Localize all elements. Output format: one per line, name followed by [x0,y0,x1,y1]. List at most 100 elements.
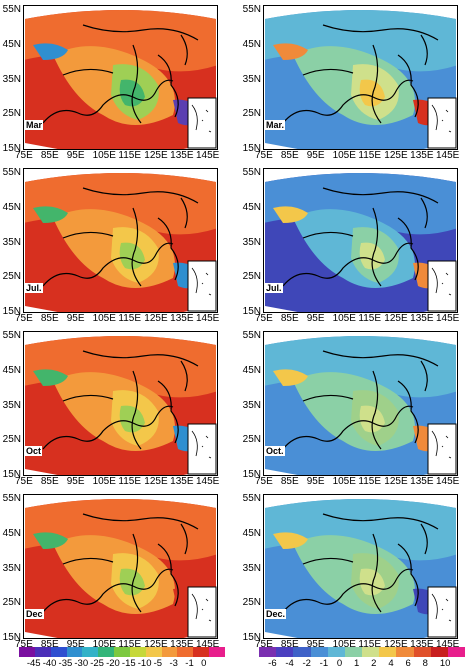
coastline [180,197,188,229]
x-tick-label: 85E [40,313,59,324]
y-tick-label: 45N [2,364,21,376]
coastline [157,380,179,444]
coastline [420,34,428,66]
colorbar-swatch [447,647,466,657]
coastline [397,217,419,281]
y-tick-label: 35N [242,562,261,574]
coastline [131,207,142,287]
y-tick-label: 35N [2,562,21,574]
coastline [371,370,382,450]
x-tick-label: 95E [66,313,85,324]
colorbar-tick-label: 0 [336,658,343,669]
y-tick-label: 35N [242,399,261,411]
x-tick-label: 145E [196,150,220,161]
x-tick-label: 85E [280,150,299,161]
map-plot [23,5,218,150]
coastline [157,217,179,281]
contour-region [265,336,456,398]
x-tick-label: 135E [170,476,194,487]
x-tick-label: 125E [384,313,408,324]
colorbar-tick-label: -5 [153,658,163,669]
coastline [42,79,174,124]
inset-islands [431,593,452,622]
x-tick-label: 95E [66,476,85,487]
y-tick-label: 35N [242,73,261,85]
x-tick-label: 95E [306,639,325,650]
colorbar [259,647,466,657]
colorbar-tick-label: -6 [268,658,277,669]
y-tick-label: 25N [242,434,261,446]
colorbar-tick-label: 0 [201,658,207,669]
coastline [42,568,174,613]
x-tick-label: 105E [92,313,116,324]
colorbar-tick-label: 6 [405,658,411,669]
coastline [157,54,179,118]
map-panel: Oct. [263,331,458,476]
colorbar-tick-label: -2 [302,658,311,669]
x-tick-label: 115E [358,639,382,650]
colorbar-swatch [161,647,178,657]
map-plot [263,494,458,639]
y-tick-label: 55N [2,167,21,178]
y-tick-label: 15N [242,143,261,154]
map-plot [263,168,458,313]
colorbar-swatch [327,647,346,657]
colorbar-tick-label: -35 [58,658,73,669]
y-tick-label: 45N [242,364,261,376]
month-label: Dec. [265,609,287,619]
x-tick-label: 105E [332,476,356,487]
contour-region [33,369,68,386]
coastline [302,68,354,76]
x-tick-label: 145E [436,150,460,161]
x-tick-label: 145E [436,476,460,487]
x-tick-label: 125E [144,476,168,487]
y-tick-label: 15N [242,632,261,643]
y-tick-label: 35N [2,73,21,85]
coastline [157,543,179,607]
colorbar-tick-label: -25 [90,658,104,669]
month-label: Mar. [265,120,286,130]
y-tick-label: 45N [2,527,21,539]
contour-region [25,499,216,561]
x-tick-label: 135E [170,150,194,161]
x-tick-label: 135E [170,639,194,650]
contour-region [265,499,456,561]
y-tick-label: 55N [242,493,261,504]
coastline [420,197,428,229]
x-tick-label: 75E [15,150,33,161]
colorbar-tick-label: -45 [26,658,41,669]
x-tick-label: 115E [118,150,142,161]
frame [23,494,218,639]
x-tick-label: 95E [306,150,325,161]
colorbar-tick-label: -4 [285,658,294,669]
x-tick-label: 85E [40,150,59,161]
coastline [82,513,199,530]
inset-islands [191,104,212,133]
coastline [371,533,382,613]
colorbar-swatch [259,647,277,657]
colorbar-swatch [293,647,311,657]
map-plot [263,5,458,150]
y-tick-label: 45N [2,38,21,50]
x-tick-label: 135E [410,476,434,487]
y-tick-label: 55N [242,4,261,15]
x-tick-label: 135E [170,313,194,324]
coastline [62,557,114,565]
contour-region [273,206,308,223]
colorbar-tick-label: -15 [121,658,136,669]
colorbar-tick-label: 4 [388,658,394,669]
map-panel: Oct [23,331,218,476]
colorbar-tick-label: -1 [185,658,194,669]
contour-region [25,336,216,398]
coastline [302,231,354,239]
frame [263,331,458,476]
inset-islands [431,430,452,459]
colorbar-swatch [98,647,115,657]
x-tick-label: 75E [15,476,33,487]
y-tick-label: 25N [2,271,21,283]
contour-region [273,369,308,386]
x-tick-label: 85E [280,476,299,487]
map-panel: Mar. [263,5,458,150]
coastline [397,380,419,444]
coastline [180,523,188,555]
